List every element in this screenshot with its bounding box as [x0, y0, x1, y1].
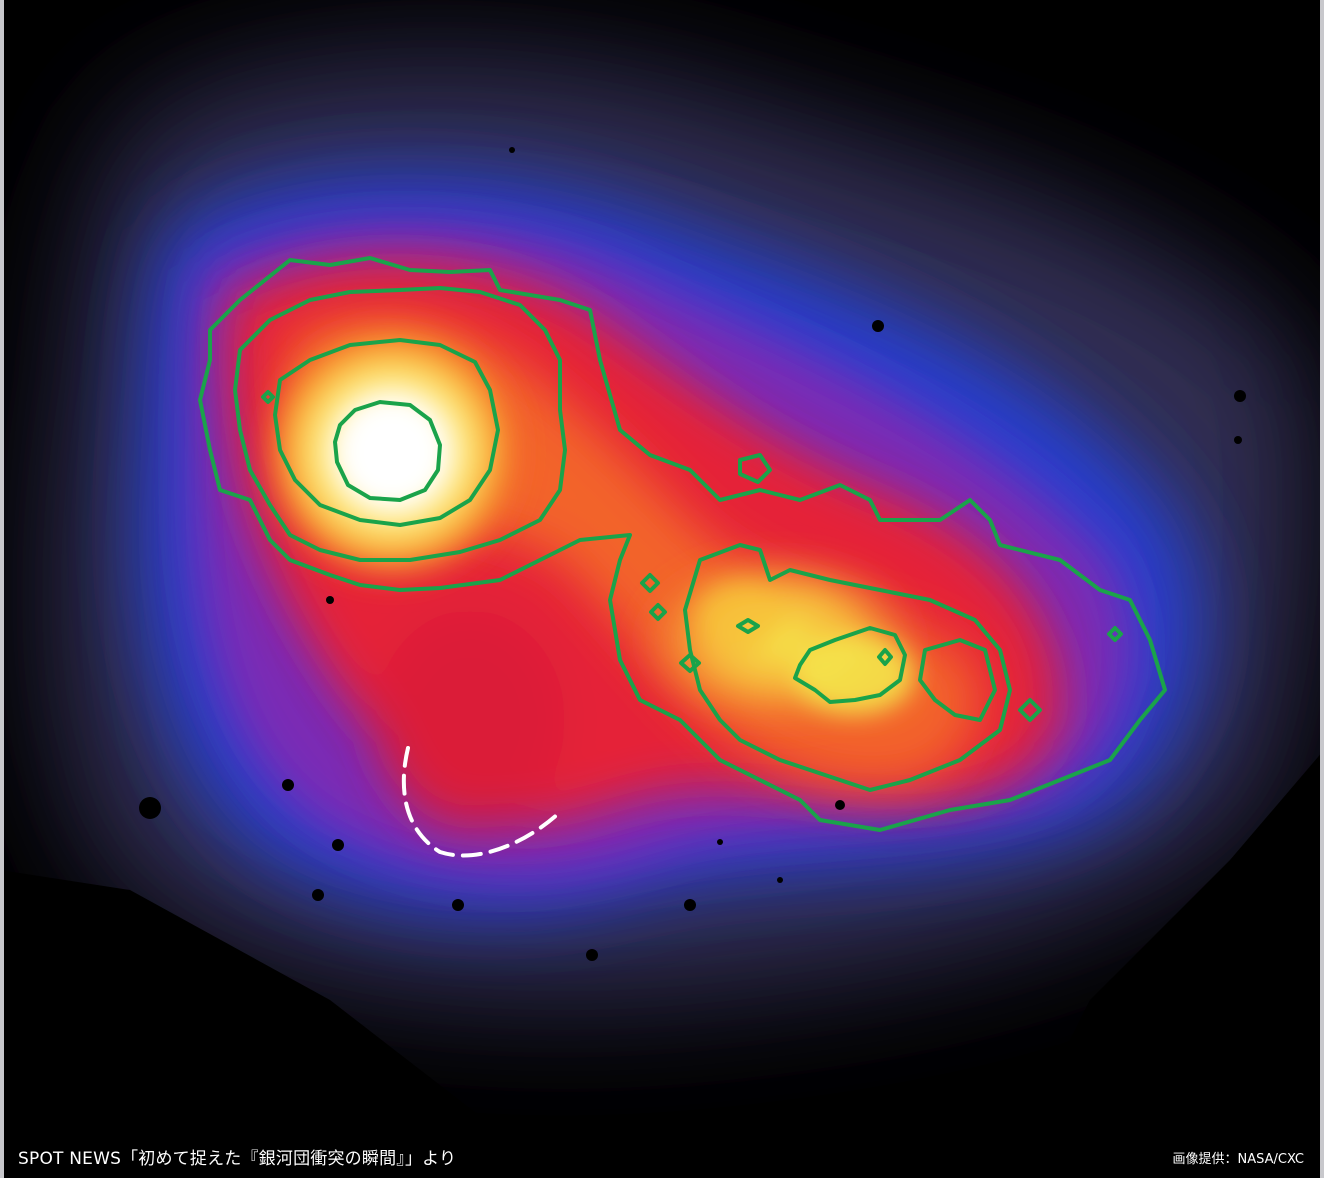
contour-sub-core: [793, 626, 907, 704]
detector-edge-bottom-left: [0, 870, 560, 1178]
subcluster-glow: [630, 545, 930, 735]
contour-sub-mid: [683, 543, 1012, 792]
contour-sub-knot: [918, 638, 997, 722]
contour-lines: [198, 256, 1167, 832]
contour-mid-main: [233, 286, 567, 562]
shock-front-marker: [401, 746, 562, 858]
detector-edge-bottom-right: [1000, 750, 1324, 1178]
contour-inner-main: [273, 338, 500, 527]
masked-point-sources: [139, 147, 1246, 961]
credit-caption: 画像提供：NASA/CXC: [1172, 1152, 1305, 1167]
main-cluster-core: [252, 312, 532, 592]
contour-core-main: [333, 400, 442, 502]
contour-outer-main: [198, 256, 1167, 832]
source-caption: SPOT NEWS「初めて捉えた『銀河団衝突の瞬間』」より: [18, 1149, 457, 1169]
